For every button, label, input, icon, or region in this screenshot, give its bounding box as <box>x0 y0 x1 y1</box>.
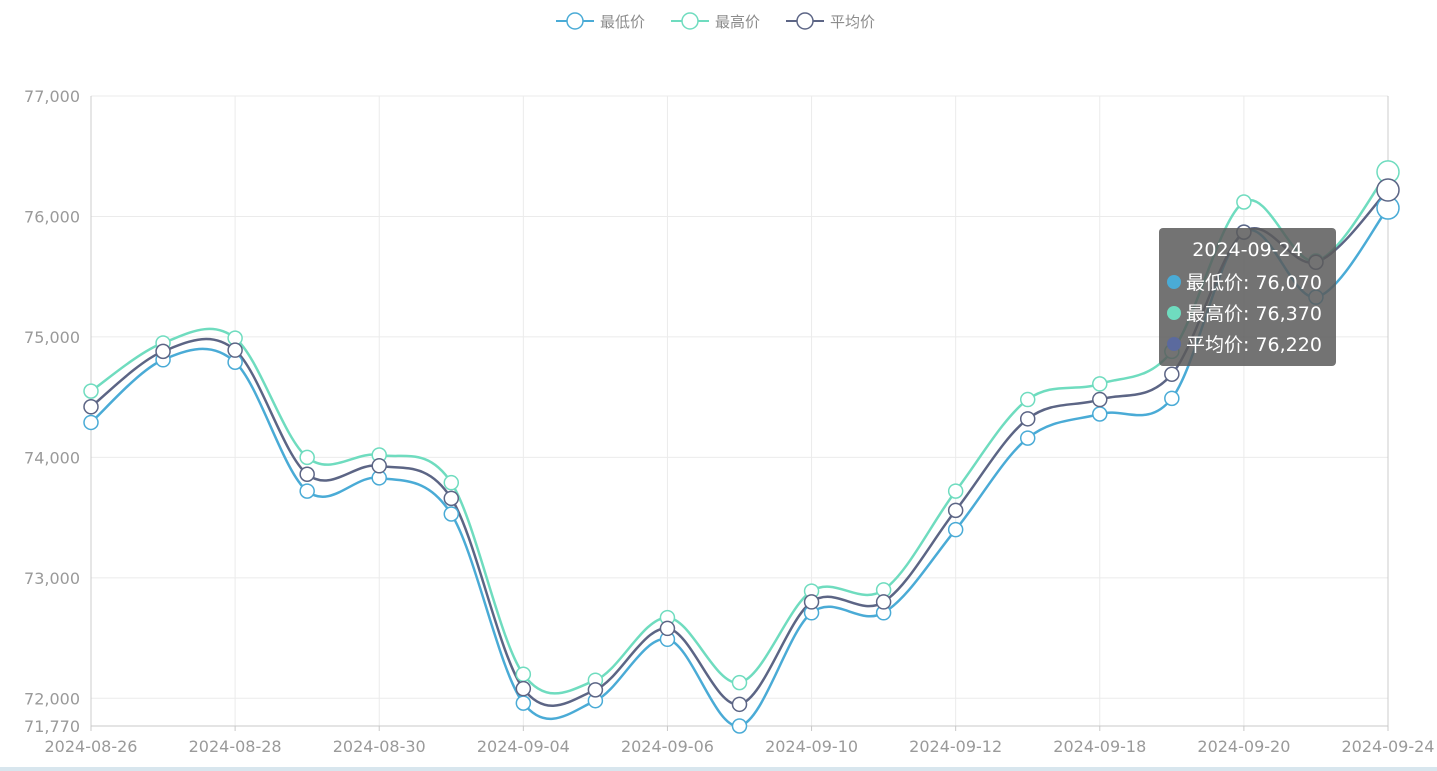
data-point[interactable] <box>947 521 964 538</box>
data-point[interactable] <box>299 483 315 499</box>
data-point[interactable] <box>515 666 532 682</box>
data-point[interactable] <box>947 502 964 519</box>
data-point[interactable] <box>1164 390 1180 407</box>
legend-marker[interactable] <box>796 12 814 30</box>
tooltip-row-avg: 平均价: 76,220 <box>1167 330 1336 361</box>
legend-label[interactable]: 最高价 <box>715 13 760 31</box>
data-point[interactable] <box>947 483 964 499</box>
y-tick-label: 72,000 <box>24 689 80 708</box>
data-point[interactable] <box>299 449 315 466</box>
data-point[interactable] <box>83 383 99 399</box>
tooltip-row-low: 最低价: 76,070 <box>1167 268 1336 299</box>
data-point[interactable] <box>443 474 460 491</box>
data-point[interactable] <box>1236 194 1252 210</box>
data-point[interactable] <box>443 506 460 522</box>
x-tick-label: 2024-09-10 <box>765 737 858 756</box>
x-tick-label: 2024-08-28 <box>189 737 282 756</box>
legend-marker[interactable] <box>681 12 699 30</box>
scroll-strip <box>0 767 1437 771</box>
tooltip-dot-avg <box>1167 336 1181 351</box>
x-tick-label: 2024-09-24 <box>1342 737 1435 756</box>
tooltip-text-high: 最高价: 76,370 <box>1186 303 1322 325</box>
legend-label[interactable]: 平均价 <box>830 13 875 31</box>
legend-label[interactable]: 最低价 <box>600 13 645 31</box>
data-point[interactable] <box>83 399 99 415</box>
legend[interactable]: 最低价 最高价 平均价 <box>556 12 875 31</box>
x-tick-label: 2024-08-26 <box>45 737 138 756</box>
tooltip-dot-high <box>1167 305 1181 320</box>
y-tick-label: 73,000 <box>24 569 80 588</box>
x-tick-label: 2024-09-12 <box>909 737 1002 756</box>
y-tick-label: 71,770 <box>24 717 80 736</box>
data-point[interactable] <box>1019 411 1036 427</box>
data-point[interactable] <box>515 680 532 697</box>
data-point[interactable] <box>731 696 748 713</box>
data-point[interactable] <box>443 490 460 507</box>
y-tick-label: 75,000 <box>24 328 80 347</box>
tooltip-text-low: 最低价: 76,070 <box>1186 272 1322 294</box>
tooltip-dot-low <box>1167 274 1181 289</box>
data-point[interactable] <box>803 594 820 610</box>
data-point[interactable] <box>1376 178 1400 202</box>
data-point[interactable] <box>1019 430 1036 446</box>
data-point[interactable] <box>1092 391 1108 408</box>
axes: 77,000 76,000 75,000 74,000 73,000 72,000 71,7… <box>24 87 1434 756</box>
data-point[interactable] <box>731 674 748 691</box>
tooltip-row-high: 最高价: 76,370 <box>1167 299 1336 330</box>
x-tick-label: 2024-08-30 <box>333 737 426 756</box>
data-point[interactable] <box>515 695 532 711</box>
x-tick-label: 2024-09-18 <box>1053 737 1146 756</box>
data-point[interactable] <box>1092 406 1108 422</box>
y-tick-label: 77,000 <box>24 87 80 106</box>
data-point[interactable] <box>587 682 604 698</box>
data-point[interactable] <box>227 342 243 358</box>
legend-marker[interactable] <box>566 12 584 30</box>
data-point[interactable] <box>1164 366 1180 383</box>
data-point[interactable] <box>299 466 315 482</box>
x-tick-label: 2024-09-04 <box>477 737 570 756</box>
grid <box>91 95 1388 726</box>
data-point[interactable] <box>83 414 99 431</box>
data-point[interactable] <box>1019 391 1036 408</box>
data-point[interactable] <box>731 718 748 734</box>
y-tick-label: 74,000 <box>24 448 80 467</box>
data-point[interactable] <box>155 343 171 360</box>
tooltip: 2024-09-24 最低价: 76,070 最高价: 76,370 平均价: … <box>1159 228 1336 366</box>
x-tick-label: 2024-09-20 <box>1197 737 1290 756</box>
x-tick-label: 2024-09-06 <box>621 737 714 756</box>
data-point[interactable] <box>1092 376 1108 392</box>
data-point[interactable] <box>659 620 676 637</box>
data-point[interactable] <box>875 594 892 610</box>
tooltip-title: 2024-09-24 <box>1192 239 1303 261</box>
y-tick-label: 76,000 <box>24 207 80 226</box>
tooltip-text-avg: 平均价: 76,220 <box>1186 334 1322 356</box>
data-point[interactable] <box>371 458 387 474</box>
